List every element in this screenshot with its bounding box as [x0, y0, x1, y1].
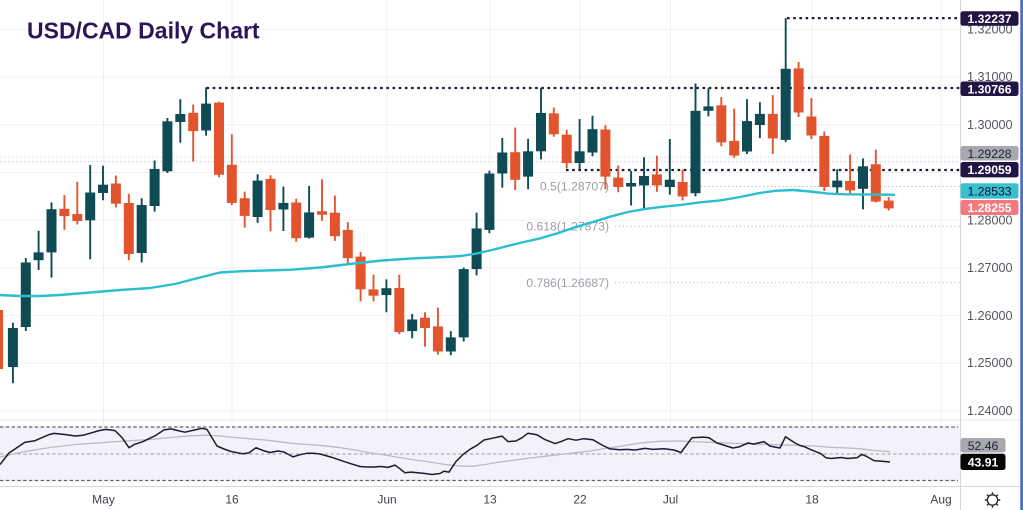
- svg-text:1.28533: 1.28533: [967, 184, 1011, 198]
- svg-text:0.786(1.26687): 0.786(1.26687): [526, 276, 609, 290]
- svg-text:1.31000: 1.31000: [967, 70, 1013, 84]
- svg-text:1.30766: 1.30766: [967, 82, 1011, 96]
- svg-text:1.26000: 1.26000: [967, 309, 1013, 323]
- svg-text:May: May: [92, 493, 115, 507]
- svg-text:13: 13: [483, 493, 497, 507]
- svg-text:43.91: 43.91: [968, 455, 999, 469]
- svg-text:USD/CAD Daily Chart: USD/CAD Daily Chart: [27, 18, 260, 44]
- svg-text:Jun: Jun: [377, 493, 396, 507]
- svg-text:1.27000: 1.27000: [967, 261, 1013, 275]
- svg-text:1.32000: 1.32000: [967, 23, 1013, 37]
- svg-text:1.25000: 1.25000: [967, 356, 1013, 370]
- svg-text:1.28000: 1.28000: [967, 214, 1013, 228]
- svg-text:1.28255: 1.28255: [967, 201, 1011, 215]
- svg-text:52.46: 52.46: [968, 439, 999, 453]
- svg-text:18: 18: [805, 493, 819, 507]
- svg-text:1.29228: 1.29228: [967, 147, 1011, 161]
- svg-text:1.30000: 1.30000: [967, 118, 1013, 132]
- svg-text:Aug: Aug: [930, 493, 951, 507]
- svg-text:1.24000: 1.24000: [967, 404, 1013, 418]
- svg-text:22: 22: [573, 493, 587, 507]
- svg-text:Jul: Jul: [663, 493, 678, 507]
- svg-text:0.5(1.28707): 0.5(1.28707): [540, 180, 609, 194]
- svg-text:1.29059: 1.29059: [967, 163, 1011, 177]
- svg-text:1.32237: 1.32237: [967, 12, 1011, 26]
- svg-text:16: 16: [225, 493, 239, 507]
